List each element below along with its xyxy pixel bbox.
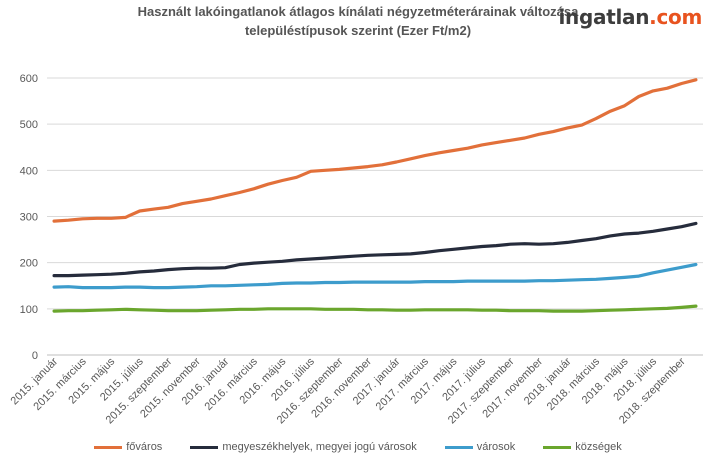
legend-item: községek [543, 441, 622, 453]
y-tick-label: 300 [20, 212, 38, 224]
y-tick-label: 200 [20, 258, 38, 270]
legend-label: községek [575, 441, 622, 453]
legend-item: városok [444, 441, 516, 453]
series-line-2 [52, 221, 698, 278]
legend-swatch [444, 445, 473, 449]
legend: főváros megyeszékhelyek, megyei jogú váro… [0, 441, 716, 453]
chart-title-line-2: településtípusok szerint (Ezer Ft/m2) [244, 23, 472, 38]
legend-label: főváros [126, 441, 163, 453]
chart-title-line-1: Használt lakóingatlanok átlagos kínálati… [137, 4, 579, 19]
y-tick-label: 0 [32, 350, 38, 362]
y-tick-label: 600 [20, 73, 38, 85]
y-tick-label: 400 [20, 165, 38, 177]
legend-swatch [543, 445, 572, 449]
brand-logo: ingatlan.com [558, 5, 702, 29]
legend-swatch [190, 445, 219, 449]
y-tick-label: 100 [20, 304, 38, 316]
series-lines [52, 78, 698, 313]
gridlines [47, 77, 703, 356]
brand-logo-part1: ingatlan [558, 5, 650, 29]
y-tick-label: 500 [20, 119, 38, 131]
series-line-1 [52, 78, 698, 223]
series-line-4 [52, 304, 698, 313]
series-line-3 [52, 262, 698, 290]
legend-item: megyeszékhelyek, megyei jogú városok [190, 441, 417, 453]
legend-label: városok [476, 441, 516, 453]
legend-label: megyeszékhelyek, megyei jogú városok [222, 441, 417, 453]
brand-logo-part2: .com [649, 5, 702, 29]
legend-item: főváros [94, 441, 162, 453]
legend-swatch [94, 445, 123, 449]
y-axis-ticks: 0 100 200 300 400 500 600 [20, 73, 38, 362]
